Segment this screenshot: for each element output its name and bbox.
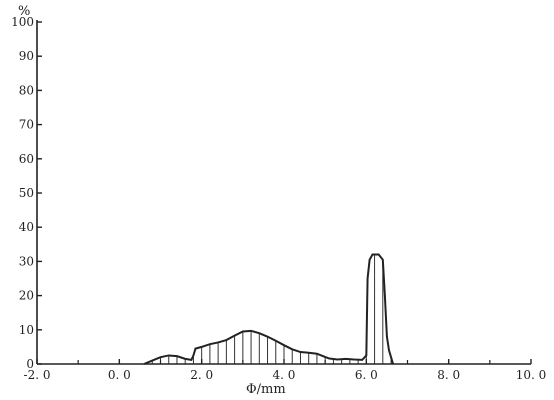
y-tick-label: 80 (19, 83, 34, 97)
y-tick-label: 40 (19, 220, 34, 234)
x-tick-label: 6. 0 (355, 368, 378, 382)
y-tick-label: 100 (11, 15, 34, 29)
x-tick-label: -2. 0 (24, 368, 51, 382)
y-tick-label: 0 (26, 357, 34, 371)
x-tick-label: 2. 0 (190, 368, 213, 382)
y-tick-label: 10 (19, 323, 34, 337)
y-tick-label: 70 (19, 118, 34, 132)
y-tick-label: 30 (19, 254, 34, 268)
y-axis-title: % (18, 4, 30, 19)
x-tick-label: 0. 0 (108, 368, 131, 382)
x-tick-label: 8. 0 (437, 368, 460, 382)
y-tick-label: 20 (19, 289, 34, 303)
x-axis-title: Φ/mm (246, 382, 286, 397)
hatch-lines (151, 254, 392, 364)
y-ticks: 0 10 20 30 40 50 60 70 80 90 100 (11, 15, 42, 371)
distribution-curve (143, 253, 395, 365)
x-ticks: -2. 0 0. 0 2. 0 4. 0 6. 0 8. 0 10. 0 (24, 359, 547, 382)
x-tick-label: 10. 0 (516, 368, 547, 382)
y-tick-label: 50 (19, 186, 34, 200)
y-tick-label: 90 (19, 49, 34, 63)
x-tick-label: 4. 0 (273, 368, 296, 382)
y-tick-label: 60 (19, 152, 34, 166)
